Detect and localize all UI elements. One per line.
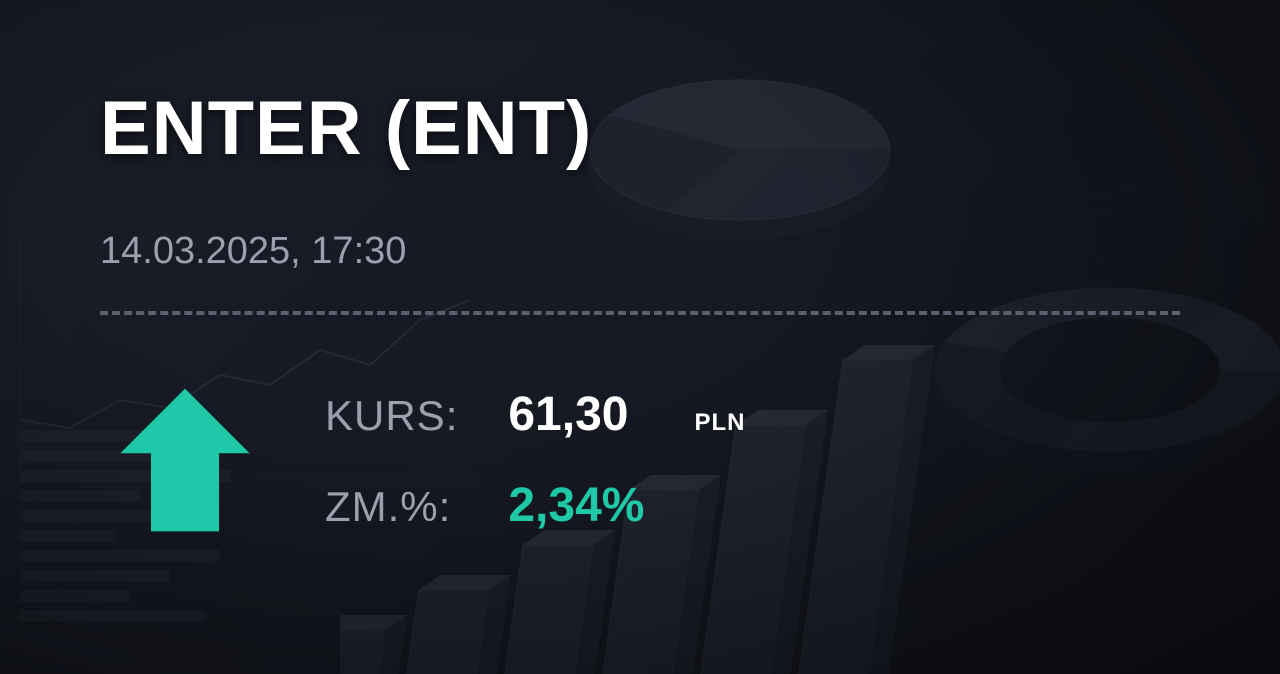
trend-arrow-up-icon	[100, 375, 270, 545]
change-value: 2,34%	[508, 478, 644, 533]
ticker-title: ENTER (ENT)	[100, 85, 1180, 172]
price-value: 61,30	[508, 387, 644, 442]
change-label: ZM.%:	[325, 483, 458, 531]
stock-card: ENTER (ENT) 14.03.2025, 17:30 KURS: 61,3…	[0, 0, 1280, 674]
price-label: KURS:	[325, 392, 458, 440]
timestamp: 14.03.2025, 17:30	[100, 230, 1180, 273]
divider	[100, 311, 1180, 315]
stat-table: KURS: 61,30 PLN ZM.%: 2,34%	[325, 387, 745, 533]
stats-row: KURS: 61,30 PLN ZM.%: 2,34%	[100, 375, 1180, 545]
price-unit: PLN	[694, 409, 745, 437]
